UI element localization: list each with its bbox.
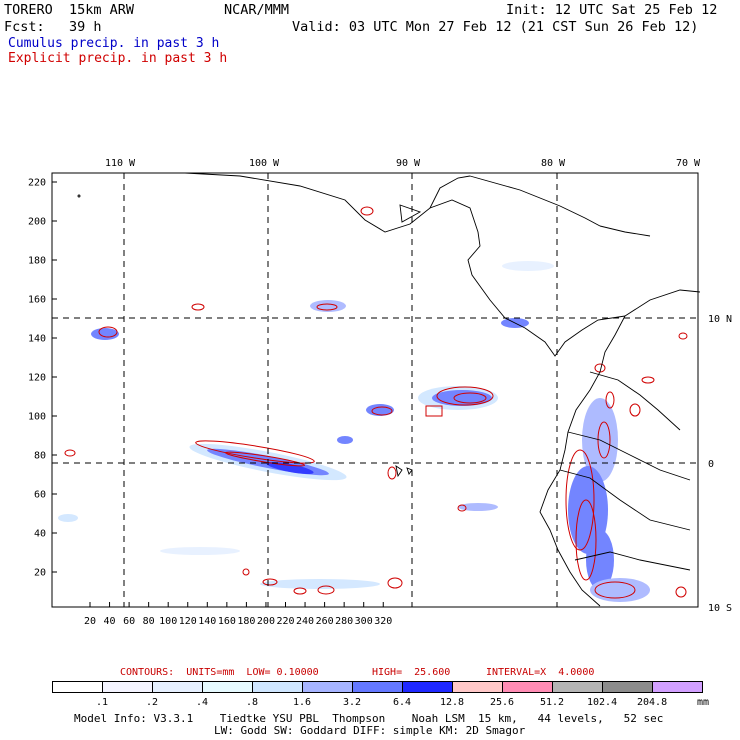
y-tick-label: 180 <box>28 256 46 267</box>
y-tick-label: 140 <box>28 334 46 345</box>
latitude-label: 10 N <box>708 314 732 325</box>
colorbar-swatch <box>402 681 453 693</box>
organization: NCAR/MMM <box>224 2 290 18</box>
colorbar-swatch <box>102 681 153 693</box>
colorbar-label: .1 <box>96 697 109 708</box>
colorbar-swatch <box>552 681 603 693</box>
graticule <box>52 173 698 607</box>
forecast-hour: Fcst: 39 h <box>4 19 102 35</box>
colorbar-swatch <box>202 681 253 693</box>
axis-ticks <box>52 181 384 607</box>
colorbar-label: .2 <box>146 697 159 708</box>
x-tick-label: 40 <box>104 616 116 627</box>
colorbar-label: 25.6 <box>490 697 515 708</box>
y-tick-label: 60 <box>34 490 46 501</box>
x-tick-label: 320 <box>374 616 392 627</box>
colorbar-label: .4 <box>196 697 209 708</box>
explicit-precip-contours <box>64 206 688 599</box>
coastlines <box>77 172 701 607</box>
colorbar-swatch <box>452 681 503 693</box>
model-info-line1: Model Info: V3.3.1 Tiedtke YSU PBL Thomp… <box>74 712 664 725</box>
colorbar-label: 1.6 <box>293 697 312 708</box>
latitude-label: 10 S <box>708 603 732 614</box>
colorbar-label: 12.8 <box>440 697 465 708</box>
colorbar-swatch <box>602 681 653 693</box>
colorbar-swatch <box>302 681 353 693</box>
colorbar-swatch <box>352 681 403 693</box>
y-tick-label: 200 <box>28 217 46 228</box>
model-info-line2: LW: Godd SW: Goddard DIFF: simple KM: 2D… <box>214 724 526 737</box>
x-tick-label: 160 <box>218 616 236 627</box>
y-tick-label: 120 <box>28 373 46 384</box>
right-lat-labels: 10 N 0 10 S <box>708 314 732 614</box>
colorbar-label: 51.2 <box>540 697 565 708</box>
colorbar-label: 204.8 <box>637 697 668 708</box>
valid-time: Valid: 03 UTC Mon 27 Feb 12 (21 CST Sun … <box>292 19 699 35</box>
x-tick-label: 240 <box>296 616 314 627</box>
x-tick-label: 180 <box>237 616 255 627</box>
longitude-label: 80 W <box>541 158 566 169</box>
x-tick-label: 300 <box>355 616 373 627</box>
longitude-label: 110 W <box>105 158 136 169</box>
x-tick-label: 20 <box>84 616 96 627</box>
colorbar-swatch <box>502 681 553 693</box>
colorbar-swatch <box>52 681 103 693</box>
y-tick-label: 40 <box>34 529 46 540</box>
longitude-label: 70 W <box>676 158 701 169</box>
colorbar-label: .8 <box>246 697 259 708</box>
cumulus-precip-shading <box>58 261 650 602</box>
y-tick-label: 100 <box>28 412 46 423</box>
contour-interval: INTERVAL=X 4.0000 <box>486 667 595 678</box>
contour-units-low: CONTOURS: UNITS=mm LOW= 0.10000 <box>120 667 319 678</box>
x-tick-label: 260 <box>316 616 334 627</box>
colorbar-swatch <box>152 681 203 693</box>
map-frame <box>51 172 699 608</box>
y-tick-label: 220 <box>28 178 46 189</box>
longitude-label: 90 W <box>396 158 421 169</box>
init-time: Init: 12 UTC Sat 25 Feb 12 <box>506 2 718 18</box>
legend-explicit: Explicit precip. in past 3 h <box>8 51 228 66</box>
colorbar-swatch <box>252 681 303 693</box>
x-tick-label: 280 <box>335 616 353 627</box>
bottom-axis-labels: 20 40 60 80 100 120 140 160 180 200 220 240 260 280 30… <box>84 616 392 627</box>
contour-high: HIGH= 25.600 <box>372 667 451 678</box>
y-tick-label: 80 <box>34 451 46 462</box>
colorbar-swatch <box>652 681 703 693</box>
longitude-label: 100 W <box>249 158 280 169</box>
y-tick-label: 20 <box>34 568 46 579</box>
colorbar-label: 102.4 <box>587 697 618 708</box>
y-tick-label: 160 <box>28 295 46 306</box>
x-tick-label: 200 <box>257 616 275 627</box>
colorbar-unit: mm <box>697 697 710 708</box>
x-tick-label: 120 <box>179 616 197 627</box>
top-lon-labels: 110 W 100 W 90 W 80 W 70 W <box>105 158 701 169</box>
x-tick-label: 100 <box>159 616 177 627</box>
x-tick-label: 80 <box>143 616 155 627</box>
x-tick-label: 220 <box>276 616 294 627</box>
x-tick-label: 140 <box>198 616 216 627</box>
left-axis-labels: 220 200 180 160 140 120 100 80 60 40 20 <box>28 178 46 579</box>
colorbar-label: 6.4 <box>393 697 412 708</box>
colorbar-label: 3.2 <box>343 697 362 708</box>
model-title: TORERO 15km ARW <box>4 2 135 18</box>
latitude-label: 0 <box>708 459 714 470</box>
legend-cumulus: Cumulus precip. in past 3 h <box>8 36 220 51</box>
x-tick-label: 60 <box>123 616 135 627</box>
